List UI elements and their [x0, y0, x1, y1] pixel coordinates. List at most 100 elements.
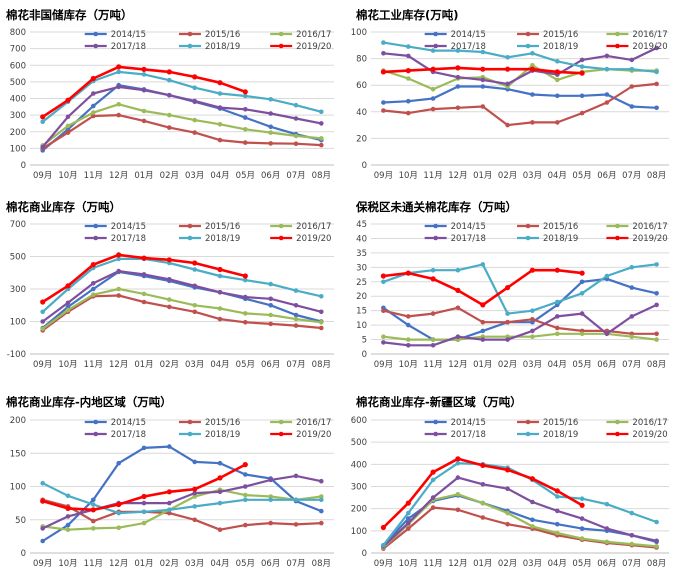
y-tick-label: 700	[10, 45, 26, 55]
data-point	[580, 71, 585, 76]
data-point	[630, 104, 635, 109]
data-point	[268, 313, 273, 318]
data-point	[406, 511, 411, 516]
data-point	[192, 99, 197, 104]
x-tick-label: 08月	[647, 360, 666, 370]
data-point	[116, 70, 121, 75]
x-tick-label: 11月	[423, 360, 442, 370]
data-point	[141, 256, 146, 261]
y-tick-label: 0	[362, 549, 367, 559]
data-point	[605, 54, 610, 59]
data-point	[142, 521, 147, 526]
y-tick-label: 100	[10, 144, 26, 154]
y-tick-label: 200	[351, 505, 367, 515]
x-tick-label: 11月	[423, 559, 442, 569]
data-point	[431, 311, 436, 316]
data-point	[456, 492, 461, 497]
x-tick-label: 11月	[84, 559, 103, 569]
series-line-2017-18	[383, 478, 656, 547]
data-point	[381, 340, 386, 345]
legend-marker	[93, 44, 98, 49]
data-point	[580, 516, 585, 521]
data-point	[654, 70, 659, 75]
data-point	[456, 106, 461, 111]
x-tick-label: 04月	[548, 559, 567, 569]
data-point	[192, 260, 197, 265]
x-tick-label: 02月	[160, 171, 179, 181]
legend-marker	[93, 420, 98, 425]
data-point	[530, 518, 535, 523]
data-point	[294, 141, 299, 146]
y-tick-label: 40	[356, 108, 367, 118]
data-point	[555, 59, 560, 64]
chart-title: 棉花商业库存-新疆区域（万吨）	[356, 395, 522, 409]
data-point	[319, 136, 324, 141]
data-point	[40, 539, 45, 544]
data-point	[268, 282, 273, 287]
data-point	[654, 520, 659, 525]
data-point	[243, 127, 248, 132]
data-point	[91, 287, 96, 292]
y-tick-label: 80	[356, 55, 367, 65]
data-point	[605, 92, 610, 97]
y-tick-label: 100	[351, 28, 367, 38]
data-point	[555, 488, 560, 493]
chart-panel-4: 保税区未通关棉花库存（万吨）05101520253035404509月 10月 11…	[355, 200, 669, 370]
legend-label: 2015/16	[543, 30, 578, 40]
data-point	[431, 470, 436, 475]
data-point	[142, 292, 147, 297]
data-point	[243, 498, 248, 503]
data-point	[40, 120, 45, 125]
legend-marker	[433, 224, 438, 229]
data-point	[268, 130, 273, 135]
legend-label: 2018/19	[543, 430, 578, 440]
data-point	[40, 526, 45, 531]
chart-title: 保税区未通关棉花库存（万吨）	[355, 200, 517, 214]
data-point	[116, 85, 121, 90]
chart-panel-3: 棉花商业库存（万吨） -100 100 300 500 700 09月 10月 11月 12月 01…	[6, 200, 334, 370]
legend-marker	[433, 32, 438, 37]
data-point	[294, 116, 299, 121]
x-tick-label: 10月	[399, 360, 418, 370]
y-tick-label: 0	[362, 161, 367, 171]
legend-marker	[615, 32, 620, 37]
legend-marker	[188, 224, 193, 229]
data-point	[555, 509, 560, 514]
data-point	[40, 114, 45, 119]
legend-marker	[188, 32, 193, 37]
x-tick-label: 08月	[647, 171, 666, 181]
x-tick-label: 05月	[236, 360, 255, 370]
data-point	[243, 523, 248, 528]
x-tick-label: 10月	[58, 171, 77, 181]
legend-label: 2019/20	[296, 234, 331, 244]
legend-label: 2014/15	[111, 418, 146, 428]
data-point	[40, 145, 45, 150]
y-tick-label: 100	[10, 483, 26, 493]
y-tick-label: 600	[10, 61, 26, 71]
x-tick-label: 06月	[597, 559, 616, 569]
chart-panel-1: 棉花非国储库存（万吨）010020030040050060070080009月 1…	[6, 8, 334, 181]
data-point	[91, 76, 96, 81]
data-point	[555, 332, 560, 337]
data-point	[580, 503, 585, 508]
legend-label: 2018/19	[543, 234, 578, 244]
x-tick-label: 06月	[261, 360, 280, 370]
data-point	[406, 521, 411, 526]
data-point	[116, 252, 121, 257]
data-point	[116, 511, 121, 516]
y-tick-label: 500	[10, 253, 26, 263]
y-tick-label: 100	[351, 527, 367, 537]
data-point	[268, 125, 273, 130]
data-point	[66, 494, 71, 499]
data-point	[167, 93, 172, 98]
legend-marker	[93, 32, 98, 37]
legend-label: 2016/17	[632, 418, 667, 428]
data-point	[406, 68, 411, 73]
legend-marker	[279, 32, 284, 37]
x-tick-label: 06月	[597, 171, 616, 181]
data-point	[192, 74, 197, 79]
data-point	[431, 343, 436, 348]
legend-marker	[279, 432, 284, 437]
legend-marker	[615, 224, 620, 229]
data-point	[319, 521, 324, 526]
